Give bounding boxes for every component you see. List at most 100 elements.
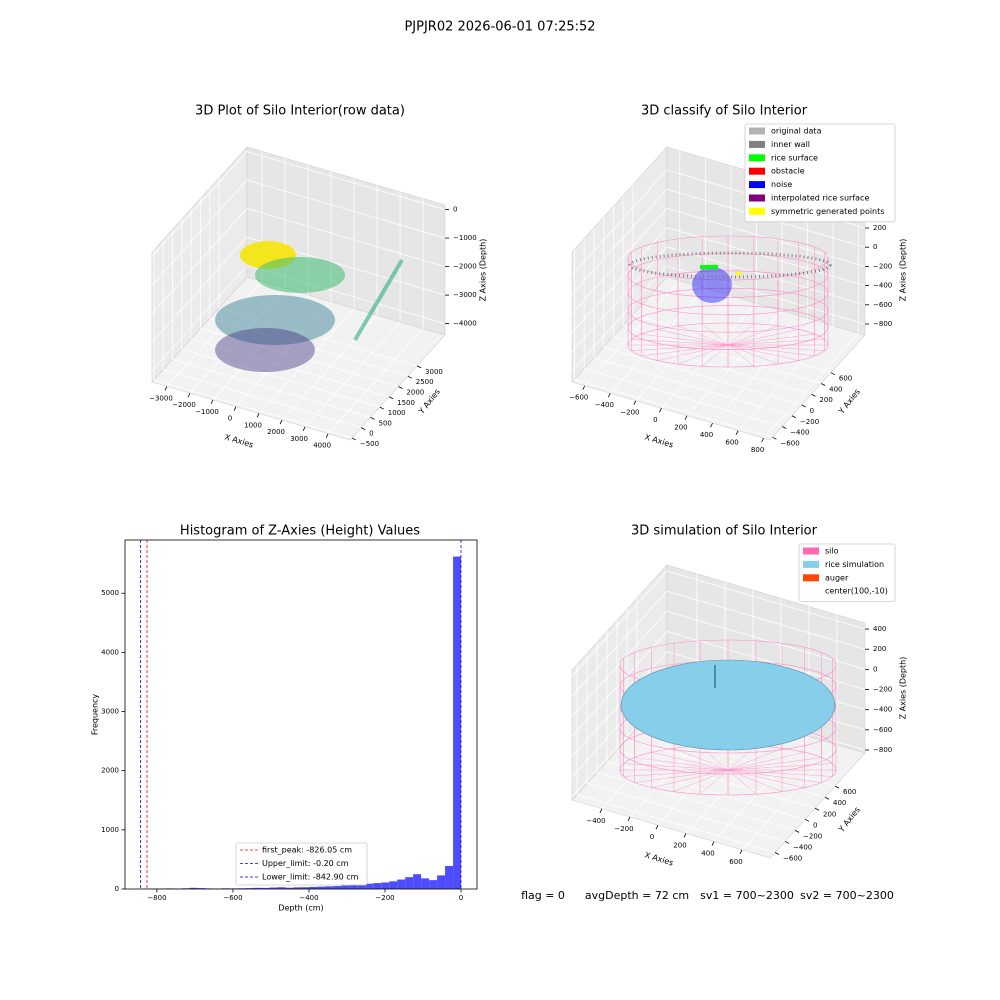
- legend-box: [798, 543, 896, 602]
- x-tick-label: 0: [228, 415, 232, 423]
- bar: [445, 865, 454, 889]
- bar: [325, 886, 334, 889]
- x-axis-label: X Axies: [224, 432, 255, 449]
- grid-line: [613, 335, 812, 395]
- silo-wire: [631, 344, 729, 351]
- grid-line: [666, 610, 866, 670]
- z-tick-label: −2000: [453, 263, 477, 271]
- tick-mark: [782, 426, 787, 429]
- y-tick-label: −400: [790, 429, 809, 437]
- grid-line: [327, 328, 424, 434]
- grid-line: [713, 736, 810, 842]
- bar: [277, 887, 286, 889]
- tick-mark: [582, 385, 586, 390]
- tick-mark: [607, 393, 611, 398]
- point-cloud: [692, 267, 732, 303]
- point-cloud: [215, 295, 335, 345]
- y-tick-label: −500: [360, 440, 379, 448]
- legend-label: silo: [825, 547, 839, 556]
- x-tick-label: −200: [614, 825, 633, 833]
- tick-mark: [735, 430, 739, 435]
- z-tick-label: −400: [873, 706, 892, 714]
- grid-line: [153, 379, 352, 439]
- x-tick-label: −800: [147, 894, 166, 902]
- x-tick-label: −200: [375, 894, 394, 902]
- bar: [381, 882, 390, 889]
- grid-line: [737, 325, 834, 431]
- grid-line: [246, 151, 446, 210]
- z-tick-label: −1000: [453, 234, 477, 242]
- y-axis-label: Y Axies: [836, 805, 862, 834]
- silo-wire: [623, 763, 729, 771]
- grid-line: [584, 280, 681, 387]
- silo-wire: [727, 763, 833, 771]
- x-tick-label: 600: [725, 439, 738, 447]
- grid-line: [606, 760, 806, 820]
- silo-wire: [727, 769, 783, 792]
- silo-wire: [657, 344, 729, 361]
- y-tick-label: −600: [780, 439, 799, 447]
- bar: [261, 887, 270, 889]
- x-axis-label: Depth (cm): [278, 904, 323, 913]
- silo-wire: [699, 769, 729, 795]
- legend-box: [744, 123, 896, 223]
- y-tick-label: −400: [793, 843, 812, 851]
- silo-wire: [631, 339, 729, 346]
- silo-wire: [651, 752, 729, 771]
- grid-line: [151, 265, 248, 371]
- silo-wire: [727, 325, 779, 346]
- grid-line: [191, 338, 390, 398]
- point-cloud: [353, 258, 404, 342]
- x-tick-label: −2000: [172, 401, 196, 409]
- grid-line: [661, 302, 757, 409]
- legend-swatch: [749, 154, 765, 162]
- tick-mark: [233, 406, 237, 411]
- grid-line: [258, 308, 355, 414]
- y-tick-label: 400: [829, 385, 842, 393]
- grid-line: [571, 208, 668, 314]
- point-cloud: [255, 257, 345, 293]
- panel-title: 3D classify of Silo Interior: [641, 104, 808, 119]
- rice-surface: [620, 659, 836, 751]
- tick-mark: [830, 372, 836, 376]
- y-tick-label: 2000: [101, 767, 119, 775]
- bar: [269, 887, 278, 889]
- tick-mark: [379, 406, 384, 410]
- z-tick-label: 0: [873, 665, 877, 673]
- tick-mark: [791, 415, 797, 419]
- bar: [189, 887, 198, 889]
- tick-mark: [187, 392, 191, 398]
- tick-mark: [824, 796, 830, 800]
- grid-line: [623, 325, 822, 384]
- x-tick-label: 400: [700, 431, 713, 439]
- legend-label: noise: [771, 180, 792, 189]
- legend-swatch: [803, 574, 819, 582]
- suptitle: PJPJR02 2026-06-01 07:25:52: [404, 20, 595, 35]
- silo-wire: [727, 752, 805, 771]
- y-tick-label: 200: [819, 396, 832, 404]
- bar: [421, 878, 430, 889]
- silo-wire: [727, 748, 783, 771]
- y-tick-label: 2000: [406, 388, 424, 396]
- axes-3d: −400 −200 0 200 400 600 −600 −400 −200 0 200 400 600…: [571, 564, 908, 868]
- silo-wire: [727, 323, 755, 346]
- silo-wire: [701, 344, 729, 367]
- x-tick-label: −200: [620, 409, 639, 417]
- silo-wire: [727, 329, 799, 346]
- x-tick-label: −600: [569, 394, 588, 402]
- silo-wire: [727, 769, 805, 788]
- x-axis-label: X Axies: [644, 850, 675, 867]
- grid-line: [172, 358, 371, 418]
- grid-line: [576, 794, 776, 853]
- y-tick-label: −200: [803, 832, 822, 840]
- x-tick-label: 600: [729, 858, 742, 866]
- tick-mark: [302, 426, 306, 432]
- grid-line: [151, 179, 248, 286]
- legend-swatch: [803, 547, 819, 555]
- z-tick-label: 0: [453, 206, 457, 214]
- silo-wire: [677, 325, 729, 346]
- tick-mark: [804, 818, 810, 822]
- z-axis-label: Z Axies (Depth): [479, 239, 488, 302]
- tick-mark: [370, 416, 375, 420]
